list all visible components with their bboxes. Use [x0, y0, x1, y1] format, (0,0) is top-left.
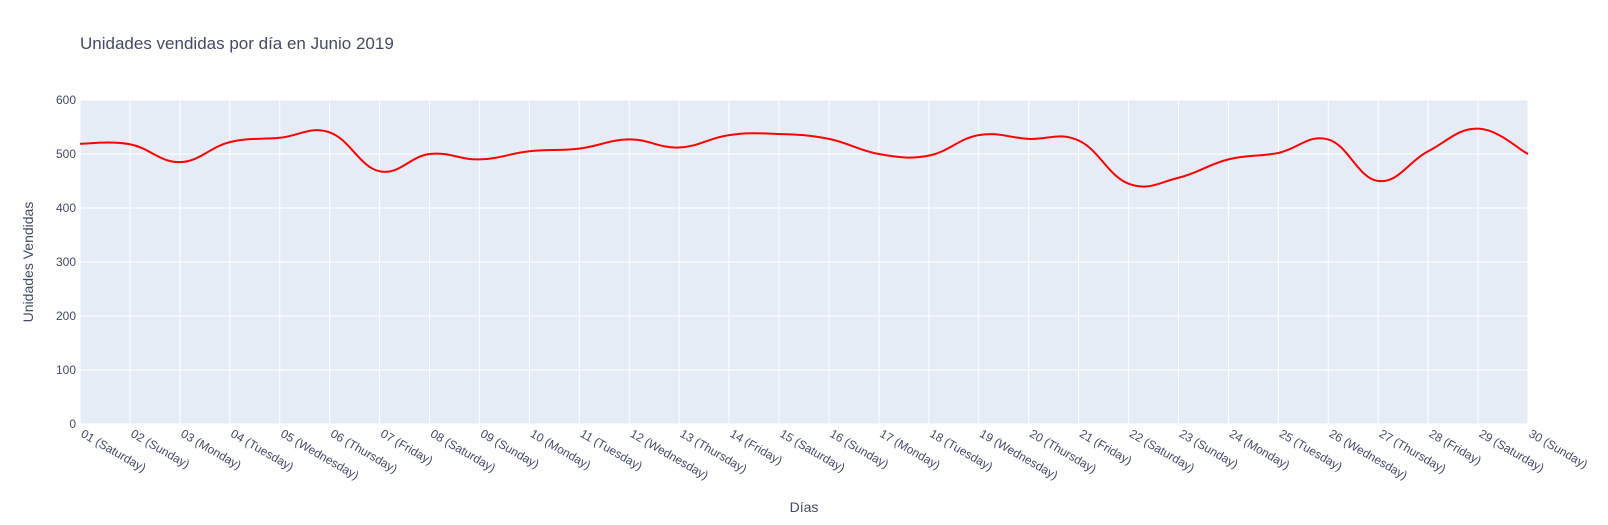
y-tick-label: 600	[56, 93, 76, 107]
x-axis-ticks: 01 (Saturday)02 (Sunday)03 (Monday)04 (T…	[79, 426, 1591, 482]
data-point	[578, 147, 580, 149]
data-point	[728, 134, 730, 136]
y-tick-label: 0	[69, 417, 76, 431]
data-point	[428, 153, 430, 155]
data-point	[1477, 127, 1479, 129]
data-point	[1127, 183, 1129, 185]
data-point	[1227, 158, 1229, 160]
y-tick-label: 300	[56, 255, 76, 269]
data-point	[1027, 138, 1029, 140]
y-axis-ticks: 0 100 200 300 400 500 600	[56, 93, 76, 431]
data-point	[129, 143, 131, 145]
data-point	[978, 134, 980, 136]
data-point	[528, 150, 530, 152]
grid-lines	[79, 99, 1529, 425]
data-point	[1527, 153, 1529, 155]
y-tick-label: 200	[56, 309, 76, 323]
data-point	[1427, 150, 1429, 152]
data-point	[179, 161, 181, 163]
data-point	[928, 154, 930, 156]
data-point	[678, 146, 680, 148]
data-point	[478, 158, 480, 160]
data-point	[628, 138, 630, 140]
data-point	[1327, 138, 1329, 140]
data-point	[1277, 152, 1279, 154]
y-tick-label: 100	[56, 363, 76, 377]
y-axis-title: Unidades Vendidas	[20, 202, 36, 323]
data-point	[1377, 180, 1379, 182]
x-axis-title: Días	[790, 499, 819, 515]
series-line	[79, 127, 1529, 188]
data-point	[878, 153, 880, 155]
data-point	[328, 131, 330, 133]
data-point	[1077, 139, 1079, 141]
chart-title: Unidades vendidas por día en Junio 2019	[80, 34, 394, 53]
data-point	[279, 137, 281, 139]
data-point	[229, 141, 231, 143]
data-point	[778, 133, 780, 135]
data-point	[828, 138, 830, 140]
data-point	[1177, 177, 1179, 179]
data-point	[378, 170, 380, 172]
y-tick-label: 500	[56, 147, 76, 161]
y-tick-label: 400	[56, 201, 76, 215]
series-layer	[79, 127, 1529, 188]
data-point	[79, 143, 81, 145]
